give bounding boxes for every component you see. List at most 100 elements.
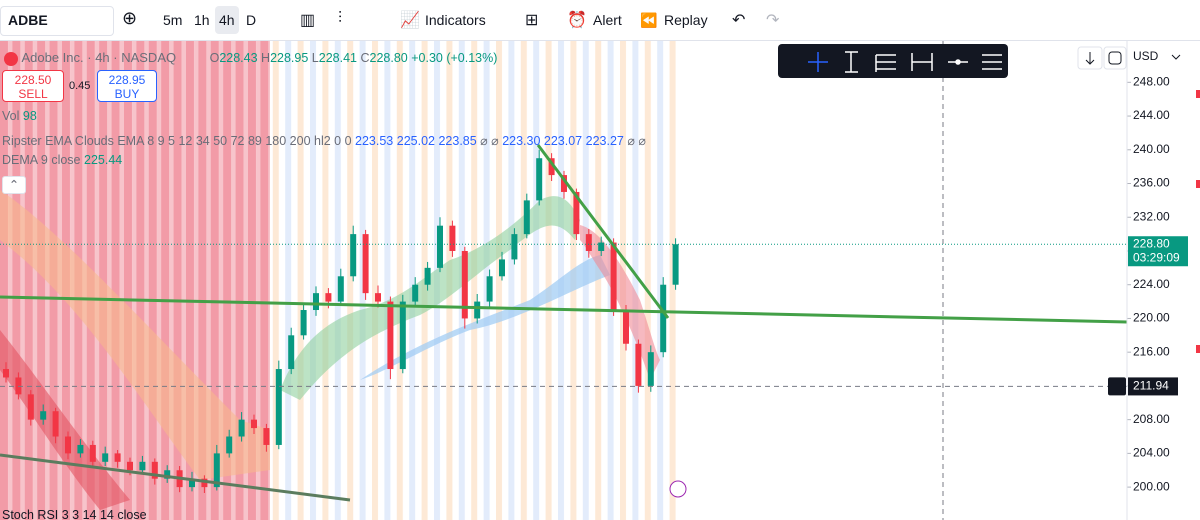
spread: 0.45	[69, 80, 91, 92]
ema-name: Ripster EMA Clouds EMA 8 9 5 12 34 50 72…	[2, 134, 352, 148]
ema-cloud	[280, 196, 580, 400]
interval[interactable]: D	[246, 12, 257, 28]
volume-label: Vol	[2, 109, 20, 123]
sell-button[interactable]: 228.50 SELL	[2, 70, 64, 102]
logo	[4, 51, 18, 66]
drawing-tools	[808, 51, 1002, 73]
candle-body	[27, 394, 34, 420]
sell-label: SELL	[18, 87, 48, 101]
ohlc-value: 228.80	[369, 51, 408, 65]
ema-cloud	[0, 190, 270, 480]
undo[interactable]: ↶	[732, 12, 746, 29]
add-symbol[interactable]: ⊕	[122, 8, 138, 28]
icon[interactable]: ▥	[300, 12, 316, 29]
candle-body	[610, 242, 617, 311]
ema-value: 223.07	[543, 134, 583, 148]
candle-body	[40, 411, 47, 420]
legend-title: Adobe Inc. · 4h · NASDAQ	[21, 50, 177, 65]
icon	[1108, 51, 1122, 65]
ohlc-label: O	[209, 51, 220, 65]
dema-name: DEMA 9 close	[2, 153, 81, 167]
trendline	[0, 453, 351, 502]
candle-body	[474, 301, 481, 319]
buy-price: 228.95	[108, 73, 146, 87]
symbol[interactable]: ADBE	[8, 12, 48, 28]
icon	[1171, 54, 1181, 60]
candle-body	[65, 436, 71, 454]
interval[interactable]: 1h	[194, 12, 210, 28]
candle-body	[660, 284, 667, 353]
icon	[1085, 52, 1095, 65]
y-tick-label: 248.00	[1133, 74, 1170, 88]
candle-body	[437, 225, 443, 268]
candle-body	[449, 225, 456, 251]
indicators-button[interactable]: Indicators	[425, 12, 486, 28]
alert-button[interactable]: Alert	[593, 12, 622, 28]
candle-body	[362, 234, 369, 294]
candle-body	[561, 175, 567, 192]
ohlc-value: 228.95	[270, 51, 309, 65]
ema-value: 223.30	[502, 134, 541, 148]
change: +0.30 (+0.13%)	[411, 51, 498, 65]
trendline	[536, 144, 670, 319]
candle-body	[635, 343, 642, 386]
dema-legend: DEMA 9 close 225.44	[2, 153, 122, 167]
last-price-tag	[1128, 236, 1188, 267]
replay-button[interactable]: Replay	[664, 12, 708, 28]
dema-value: 225.44	[84, 153, 123, 167]
candle-body	[325, 293, 332, 302]
candle-body	[189, 478, 195, 488]
icon[interactable]: ⊞	[525, 12, 539, 29]
y-tick-label: 240.00	[1133, 142, 1170, 156]
drawing-toolbar	[778, 44, 1008, 78]
candle-body	[375, 293, 381, 302]
ohlc-value: 228.41	[318, 51, 357, 65]
ohlc-label: H	[261, 51, 271, 65]
interval-active[interactable]: 4h	[215, 6, 239, 34]
candle-body	[523, 200, 530, 235]
ohlc-value: 228.43	[219, 51, 258, 65]
candle-body	[461, 250, 468, 319]
candle-body	[102, 453, 109, 462]
button[interactable]	[1103, 46, 1127, 70]
volume-legend: Vol 98	[2, 109, 37, 123]
ema-cloud	[0, 330, 130, 510]
interval[interactable]: 5m	[163, 12, 183, 28]
candle-body	[300, 310, 307, 336]
y-tick-label: 204.00	[1133, 446, 1170, 460]
candle-body	[548, 158, 555, 176]
ema-cloud	[580, 225, 660, 380]
candle-body	[3, 369, 9, 378]
countdown: 03:29:09	[1133, 250, 1180, 264]
candle-body	[238, 419, 245, 437]
candle-body	[499, 259, 505, 277]
y-tick-label: 236.00	[1133, 176, 1170, 190]
ema-value: 223.27	[585, 134, 624, 148]
candle-body	[350, 234, 357, 277]
candle-body	[585, 234, 592, 251]
redo[interactable]: ↷	[766, 12, 780, 29]
candle-body	[201, 478, 208, 488]
candle-body	[151, 461, 158, 479]
collapse-button[interactable]: ⌃	[2, 176, 26, 194]
icon[interactable]: ⫶	[338, 10, 343, 27]
buy-button[interactable]: 228.95 BUY	[97, 70, 157, 102]
y-tick-label: 216.00	[1133, 344, 1170, 358]
crosshair-tag	[1128, 377, 1178, 396]
candle-body	[511, 234, 518, 260]
candle-body	[114, 453, 121, 462]
sell-price: 228.50	[14, 73, 52, 87]
candle-body	[213, 453, 220, 488]
candle-body	[424, 267, 431, 285]
symbol-search[interactable]	[0, 6, 114, 36]
icon	[669, 480, 687, 498]
currency[interactable]: USD	[1133, 49, 1159, 63]
candle-body	[672, 244, 679, 285]
candle-body	[536, 158, 543, 201]
candle-body	[647, 352, 654, 386]
y-tick-label: 224.00	[1133, 277, 1170, 291]
stoch-legend: Stoch RSI 3 3 14 14 close	[2, 508, 147, 520]
icon: ⏪	[640, 12, 658, 28]
